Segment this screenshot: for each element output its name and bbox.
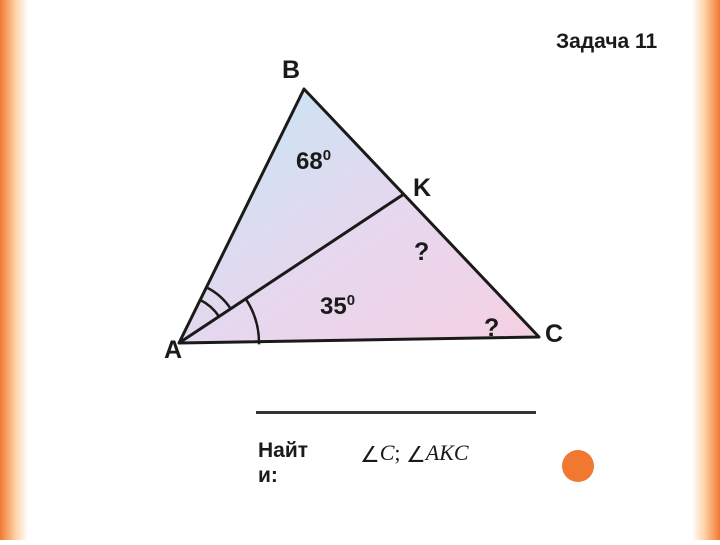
vertex-label-c: C <box>545 320 563 349</box>
vertex-label-a: A <box>164 336 182 365</box>
angle-label-bottom: 350 <box>320 293 355 321</box>
find-expression: ∠C; ∠AKC <box>360 440 469 466</box>
vertex-label-k: K <box>413 174 431 203</box>
question-mark-1: ? <box>414 238 429 267</box>
question-mark-2: ? <box>484 314 499 343</box>
decoration-circle-icon <box>562 450 594 482</box>
divider-line <box>256 411 536 414</box>
find-label: Найт и: <box>258 438 308 488</box>
vertex-label-b: B <box>282 56 300 85</box>
angle-label-top: 680 <box>296 148 331 176</box>
